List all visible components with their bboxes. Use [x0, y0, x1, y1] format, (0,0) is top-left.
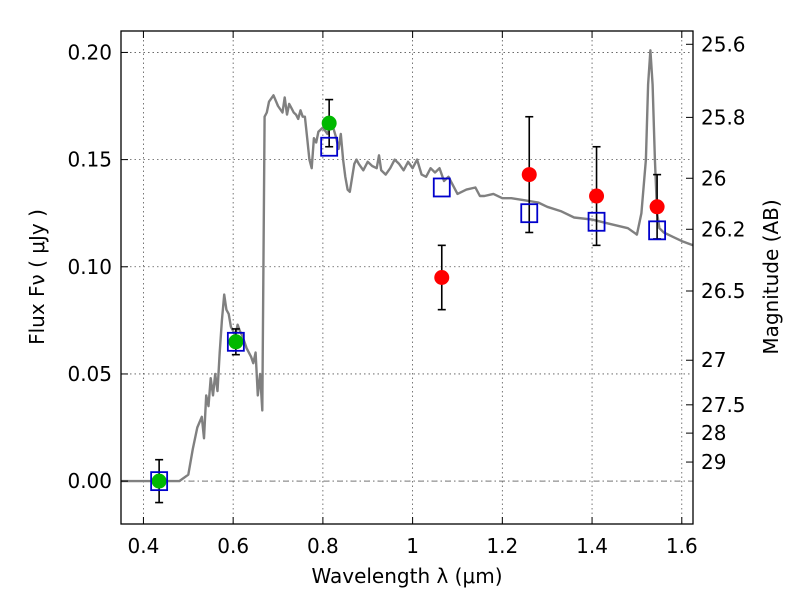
x-tick-label: 1	[406, 534, 419, 558]
model-band-flux-square	[648, 220, 667, 241]
y-tick-label: 0.20	[67, 40, 112, 64]
mag-tick-label: 27.5	[701, 393, 746, 417]
mag-tick-label: 25.6	[701, 32, 746, 56]
photometry-point	[649, 199, 665, 215]
model-band-flux-square	[226, 331, 245, 352]
series-layer	[121, 49, 694, 504]
mag-tick-label: 27	[701, 348, 726, 372]
photometry-point	[228, 334, 244, 350]
photometry-point	[321, 115, 337, 131]
x-tick-label: 1.2	[486, 534, 518, 558]
plot-frame	[120, 30, 694, 525]
y-tick-label: 0.00	[67, 469, 112, 493]
y-tick-label: 0.15	[67, 148, 112, 172]
y-tick-label: 0.10	[67, 255, 112, 279]
model-band-flux-square	[520, 203, 539, 224]
y2-axis-title: Magnitude (AB)	[759, 199, 783, 354]
mag-tick-label: 29	[701, 450, 726, 474]
mag-tick-label: 28	[701, 421, 726, 445]
x-tick-label: 1.4	[576, 534, 608, 558]
mag-tick-label: 26.2	[701, 217, 746, 241]
y-tick-label: 0.05	[67, 362, 112, 386]
photometry-point	[521, 167, 537, 183]
x-tick-label: 1.6	[666, 534, 698, 558]
mag-tick-label: 25.8	[701, 105, 746, 129]
y-axis-title: Flux Fν ( μJy )	[25, 209, 49, 345]
photometry-point	[151, 473, 167, 489]
photometry-point	[434, 270, 450, 285]
model-band-flux-square	[150, 471, 169, 492]
mag-tick-label: 26	[701, 166, 726, 190]
grid-layer	[121, 31, 693, 524]
model-band-flux-square	[320, 136, 339, 157]
model-band-flux-square	[432, 177, 451, 198]
model-band-flux-square	[587, 211, 606, 232]
x-tick-label: 0.8	[307, 534, 339, 558]
model-spectrum-line	[121, 49, 694, 483]
x-tick-label: 0.6	[217, 534, 249, 558]
x-axis-title: Wavelength λ (μm)	[311, 564, 502, 588]
photometry-point	[589, 188, 605, 204]
mag-tick-label: 26.5	[701, 279, 746, 303]
x-tick-label: 0.4	[128, 534, 160, 558]
tick-layer: 0.4 0.6 0.8 1 1.2 1.4 1.6 0.00 0.05 0.10 0.15 0.20 2…	[67, 31, 746, 558]
